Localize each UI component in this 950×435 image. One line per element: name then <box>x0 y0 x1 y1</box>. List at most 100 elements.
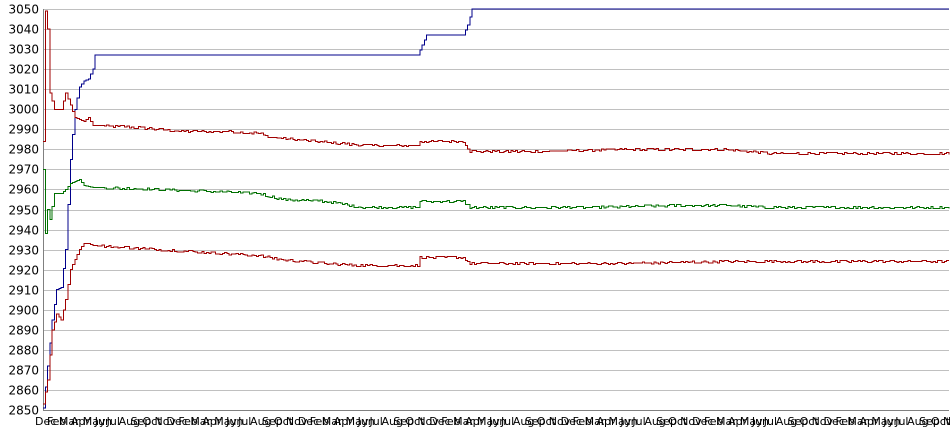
x-tick-label: Dec <box>561 415 582 428</box>
y-tick-label: 2900 <box>8 304 39 318</box>
x-tick-label: Jun <box>94 415 112 428</box>
x-tick-label: Aug <box>381 415 402 428</box>
series-line-blue <box>43 8 949 409</box>
x-tick-label: Nov <box>943 415 950 428</box>
x-tick-label: Jun <box>488 415 506 428</box>
x-tick-label: Oct <box>537 415 557 428</box>
x-tick-label: Dec <box>298 415 319 428</box>
y-tick-label: 2890 <box>8 324 39 338</box>
x-tick-label: Dec <box>35 415 56 428</box>
x-tick-label: Jul <box>106 415 120 428</box>
x-tick-label: Aug <box>250 415 271 428</box>
x-tick-label: Jun <box>357 415 375 428</box>
x-tick-label: Apr <box>334 415 354 428</box>
x-tick-label: Feb <box>441 415 460 428</box>
y-tick-label: 3000 <box>8 103 39 117</box>
x-tick-label: Nov <box>680 415 702 428</box>
x-tick-label: May <box>477 415 500 428</box>
x-tick-label: Mar <box>453 415 474 428</box>
x-tick-label: Mar <box>585 415 606 428</box>
x-tick-label: Mar <box>847 415 868 428</box>
x-tick-label: Sep <box>131 415 152 428</box>
series-lines <box>43 8 950 409</box>
x-tick-label: Apr <box>465 415 485 428</box>
y-tick-label: 2940 <box>8 224 39 238</box>
y-tick-label: 3020 <box>8 63 39 77</box>
y-tick-label: 2960 <box>8 183 39 197</box>
x-tick-label: Oct <box>143 415 163 428</box>
y-tick-label: 2870 <box>8 364 39 378</box>
x-tick-label: Feb <box>835 415 854 428</box>
x-tick-label: May <box>608 415 631 428</box>
x-tick-label: May <box>83 415 106 428</box>
x-tick-label: Dec <box>166 415 187 428</box>
y-tick-label: 2930 <box>8 244 39 258</box>
x-tick-label: Dec <box>692 415 713 428</box>
x-tick-label: Mar <box>716 415 737 428</box>
y-tick-label: 2850 <box>8 404 39 418</box>
gridlines <box>43 9 949 411</box>
x-tick-label: Nov <box>286 415 308 428</box>
x-tick-label: Apr <box>859 415 879 428</box>
x-tick-label: Apr <box>597 415 617 428</box>
y-tick-label: 2980 <box>8 143 39 157</box>
x-tick-label: Sep <box>262 415 283 428</box>
x-tick-label: Oct <box>274 415 294 428</box>
x-tick-label: Oct <box>405 415 425 428</box>
x-tick-label: Oct <box>668 415 688 428</box>
x-tick-label: Aug <box>119 415 140 428</box>
y-tick-label: 3040 <box>8 23 39 37</box>
x-tick-label: Aug <box>776 415 797 428</box>
x-tick-label: Feb <box>178 415 197 428</box>
x-tick-label: Apr <box>71 415 91 428</box>
x-tick-label: Apr <box>202 415 222 428</box>
x-tick-label: Feb <box>573 415 592 428</box>
x-tick-label: Jun <box>882 415 900 428</box>
x-tick-label: Mar <box>59 415 80 428</box>
x-tick-label: Oct <box>931 415 950 428</box>
x-tick-label: Dec <box>429 415 450 428</box>
x-tick-label: Jul <box>631 415 645 428</box>
y-tick-label: 3050 <box>8 3 39 17</box>
x-tick-label: May <box>740 415 763 428</box>
x-tick-label: Nov <box>154 415 176 428</box>
y-tick-label: 2920 <box>8 264 39 278</box>
x-tick-label: Jul <box>369 415 383 428</box>
x-tick-label: Feb <box>704 415 723 428</box>
x-tick-label: Apr <box>728 415 748 428</box>
x-tick-label: Nov <box>417 415 439 428</box>
y-tick-label: 2910 <box>8 284 39 298</box>
x-tick-label: Sep <box>393 415 414 428</box>
series-line-lower-red <box>43 243 949 405</box>
x-tick-label: Jul <box>500 415 514 428</box>
x-tick-label: Jul <box>237 415 251 428</box>
x-tick-label: Jun <box>225 415 243 428</box>
series-line-upper-red <box>43 10 950 155</box>
x-tick-label: Nov <box>549 415 571 428</box>
x-tick-label: Nov <box>812 415 834 428</box>
x-tick-label: Jul <box>894 415 908 428</box>
x-tick-label: Oct <box>800 415 820 428</box>
x-tick-label: Feb <box>310 415 329 428</box>
y-tick-label: 2990 <box>8 123 39 137</box>
axes <box>43 9 949 411</box>
x-tick-label: Aug <box>644 415 665 428</box>
x-tick-label: Dec <box>824 415 845 428</box>
x-tick-label: Mar <box>190 415 211 428</box>
x-tick-label: Jun <box>751 415 769 428</box>
y-tick-label: 2860 <box>8 384 39 398</box>
y-tick-labels: 2850 2860 2870 2880 2890 2900 2910 2920 2930 2940… <box>8 3 39 418</box>
y-tick-label: 3010 <box>8 83 39 97</box>
x-tick-label: Sep <box>919 415 940 428</box>
x-tick-label: Sep <box>656 415 677 428</box>
x-tick-label: Jul <box>763 415 777 428</box>
series-line-green <box>43 168 950 235</box>
x-tick-label: Sep <box>525 415 546 428</box>
y-tick-label: 2880 <box>8 344 39 358</box>
x-tick-label: Aug <box>513 415 534 428</box>
y-tick-label: 2950 <box>8 204 39 218</box>
x-tick-label: Jun <box>619 415 637 428</box>
x-tick-label: Aug <box>907 415 928 428</box>
